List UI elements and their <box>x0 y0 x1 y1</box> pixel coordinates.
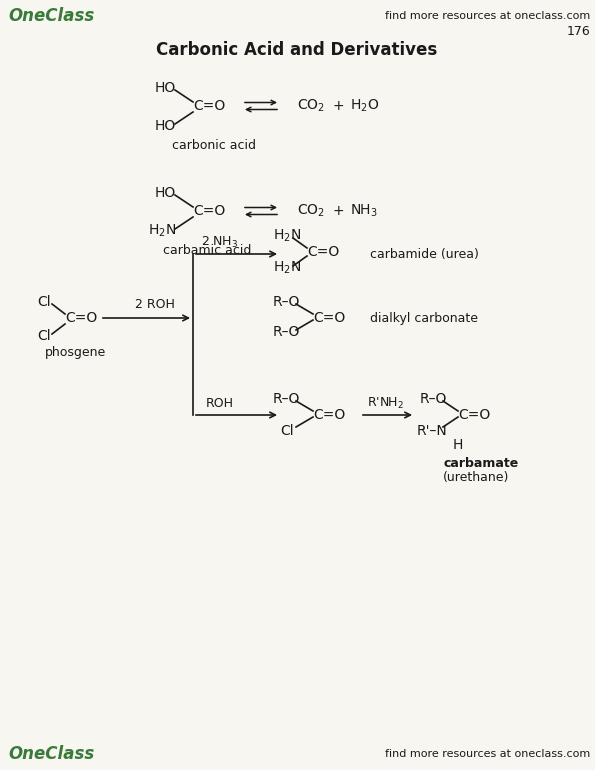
Text: C=O: C=O <box>307 245 339 259</box>
Text: Carbonic Acid and Derivatives: Carbonic Acid and Derivatives <box>156 41 438 59</box>
Text: carbamic acid: carbamic acid <box>163 243 251 256</box>
Text: R–O: R–O <box>273 392 300 406</box>
Text: Cl: Cl <box>37 329 51 343</box>
Text: find more resources at oneclass.com: find more resources at oneclass.com <box>385 749 590 759</box>
Text: OneClass: OneClass <box>8 745 94 763</box>
Text: C=O: C=O <box>193 99 226 113</box>
Text: 176: 176 <box>566 25 590 38</box>
Text: HO: HO <box>155 119 176 133</box>
Text: NH$_3$: NH$_3$ <box>350 203 378 219</box>
Text: OneClass: OneClass <box>8 7 94 25</box>
Text: carbamide (urea): carbamide (urea) <box>370 247 479 260</box>
Text: phosgene: phosgene <box>45 346 107 359</box>
Text: R'–N: R'–N <box>417 424 448 438</box>
Text: carbonic acid: carbonic acid <box>172 139 256 152</box>
Text: H$_2$N: H$_2$N <box>148 223 176 239</box>
Text: HO: HO <box>155 81 176 95</box>
Text: R–O: R–O <box>420 392 447 406</box>
Text: H$_2$N: H$_2$N <box>273 228 301 244</box>
Text: R–O: R–O <box>273 295 300 309</box>
Text: dialkyl carbonate: dialkyl carbonate <box>370 312 478 324</box>
Text: R'NH$_2$: R'NH$_2$ <box>368 396 405 410</box>
Text: find more resources at oneclass.com: find more resources at oneclass.com <box>385 11 590 21</box>
Text: C=O: C=O <box>65 311 97 325</box>
Text: H$_2$O: H$_2$O <box>350 98 379 114</box>
Text: CO$_2$: CO$_2$ <box>297 98 325 114</box>
Text: carbamate: carbamate <box>443 457 518 470</box>
Text: C=O: C=O <box>193 204 226 218</box>
Text: +: + <box>333 204 345 218</box>
Text: H$_2$N: H$_2$N <box>273 259 301 276</box>
Text: C=O: C=O <box>313 408 345 422</box>
Text: +: + <box>333 99 345 113</box>
Text: Cl: Cl <box>37 295 51 309</box>
Text: C=O: C=O <box>313 311 345 325</box>
Text: (urethane): (urethane) <box>443 470 509 484</box>
Text: Cl: Cl <box>280 424 293 438</box>
Text: HO: HO <box>155 186 176 200</box>
Text: C=O: C=O <box>458 408 490 422</box>
Text: 2 ROH: 2 ROH <box>135 297 175 310</box>
Text: H: H <box>453 438 464 452</box>
Text: R–O: R–O <box>273 325 300 339</box>
Text: ROH: ROH <box>206 397 234 410</box>
Text: 2 NH$_3$: 2 NH$_3$ <box>202 234 239 249</box>
Text: CO$_2$: CO$_2$ <box>297 203 325 219</box>
